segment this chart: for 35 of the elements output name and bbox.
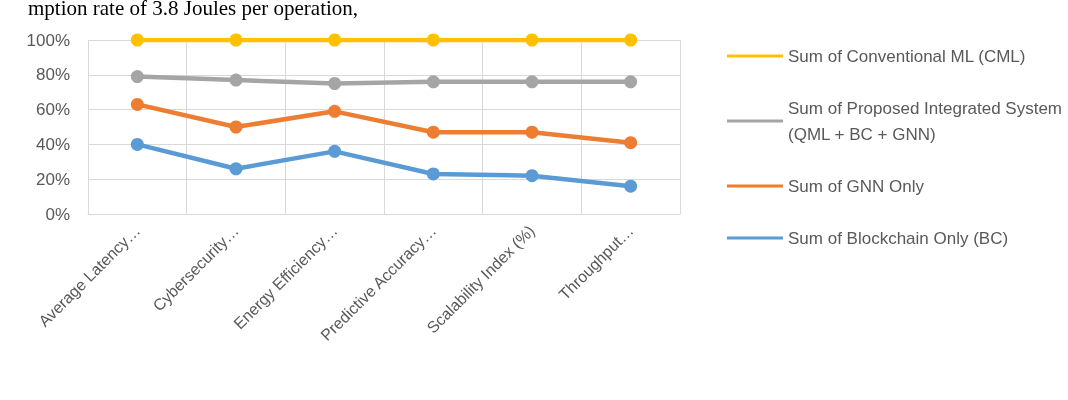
point xyxy=(229,73,243,87)
point xyxy=(328,144,342,158)
point xyxy=(130,70,144,84)
legend-label: Sum of Proposed Integrated System (QML + BC + GNN) xyxy=(788,98,1067,144)
point xyxy=(130,97,144,111)
point xyxy=(426,33,440,47)
point xyxy=(229,162,243,176)
y-tick-label: 60% xyxy=(35,100,70,120)
point xyxy=(426,125,440,139)
point xyxy=(426,75,440,89)
point xyxy=(624,75,638,89)
point xyxy=(328,77,342,90)
point xyxy=(525,33,539,47)
point xyxy=(525,75,539,89)
legend-label: Sum of Conventional ML (CML) xyxy=(788,46,1026,66)
point xyxy=(130,33,144,47)
point xyxy=(624,136,638,150)
legend-label: Sum of GNN Only xyxy=(788,176,925,196)
point xyxy=(328,104,342,118)
legend-label: Sum of Blockchain Only (BC) xyxy=(788,228,1009,248)
y-tick-label: 20% xyxy=(35,169,70,189)
point xyxy=(229,33,243,47)
point xyxy=(130,137,144,151)
text: mption rate of 3.8 Joules per operation, xyxy=(28,0,359,20)
y-tick-label: 80% xyxy=(35,65,70,85)
point xyxy=(624,33,638,47)
y-tick-label: 100% xyxy=(26,30,70,50)
point xyxy=(229,120,243,134)
point xyxy=(624,179,638,193)
point xyxy=(426,167,440,181)
point xyxy=(328,33,342,47)
y-tick-label: 0% xyxy=(45,204,70,224)
point xyxy=(525,169,539,183)
point xyxy=(525,125,539,139)
y-tick-label: 40% xyxy=(35,134,70,154)
